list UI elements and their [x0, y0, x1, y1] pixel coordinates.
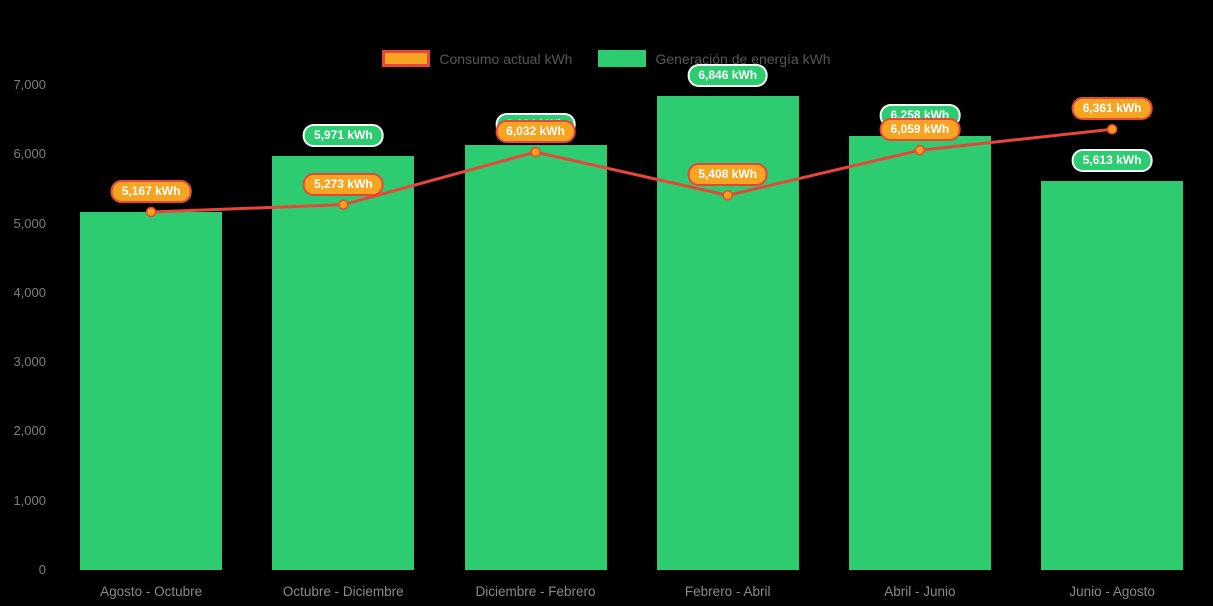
x-category-label: Agosto - Octubre [100, 584, 203, 599]
y-tick-label: 6,000 [13, 146, 46, 162]
consumo-point[interactable] [338, 199, 349, 210]
legend-label-consumo: Consumo actual kWh [439, 50, 573, 67]
badge-generacion: 6,846 kWh [687, 63, 769, 87]
x-category-label: Abril - Junio [884, 584, 956, 599]
x-category-label: Junio - Agosto [1069, 584, 1155, 599]
bar-generacion[interactable] [80, 212, 223, 570]
y-tick-label: 2,000 [13, 423, 46, 439]
badge-consumo: 6,361 kWh [1071, 97, 1153, 121]
chart-legend: Consumo actual kWh Generación de energía… [0, 50, 1213, 67]
y-tick-label: 5,000 [13, 215, 46, 231]
x-category-label: Febrero - Abril [684, 584, 771, 599]
badge-consumo: 6,032 kWh [495, 120, 576, 144]
y-tick-label: 7,000 [13, 77, 46, 92]
legend-label-generacion: Generación de energía kWh [655, 50, 831, 67]
legend-item-consumo[interactable]: Consumo actual kWh [382, 50, 572, 67]
bar-generacion[interactable] [272, 156, 415, 570]
x-category-label: Diciembre - Febrero [475, 584, 596, 599]
badge-consumo: 6,059 kWh [879, 118, 961, 142]
consumo-point[interactable] [914, 144, 926, 156]
badge-consumo: 5,408 kWh [687, 163, 769, 187]
bar-generacion[interactable] [1041, 181, 1184, 570]
consumo-point[interactable] [1106, 124, 1118, 135]
consumo-point[interactable] [722, 190, 733, 201]
y-tick-label: 1,000 [13, 492, 46, 508]
y-tick-label: 0 [38, 562, 46, 577]
y-tick-label: 3,000 [13, 354, 46, 370]
badge-consumo: 5,167 kWh [110, 180, 192, 203]
legend-item-generacion[interactable]: Generación de energía kWh [598, 50, 831, 67]
bar-generacion[interactable] [464, 145, 607, 570]
badge-generacion: 5,613 kWh [1071, 149, 1153, 173]
y-tick-label: 4,000 [13, 284, 46, 300]
badge-generacion: 5,971 kWh [302, 124, 384, 148]
generacion-swatch-icon [598, 50, 647, 67]
bar-generacion[interactable] [848, 136, 991, 570]
badge-consumo: 5,273 kWh [302, 172, 384, 196]
consumo-point[interactable] [530, 146, 541, 158]
consumo-point[interactable] [145, 206, 157, 218]
consumo-swatch-icon [382, 50, 431, 67]
x-category-label: Octubre - Diciembre [282, 584, 404, 599]
